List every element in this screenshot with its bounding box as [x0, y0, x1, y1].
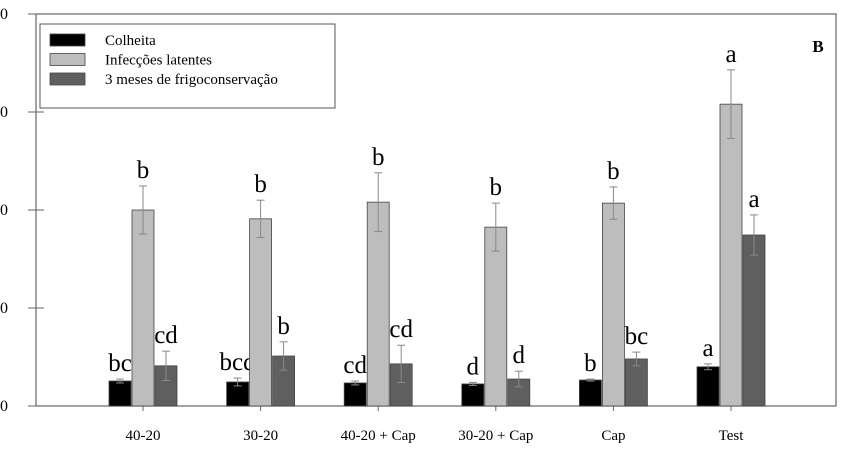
- x-tick-label: Cap: [601, 428, 625, 444]
- x-tick-label: Test: [719, 428, 745, 444]
- x-tick-label: 30-20 + Cap: [458, 428, 533, 444]
- significance-letter: d: [467, 353, 480, 380]
- significance-letter: b: [254, 171, 267, 198]
- significance-letter: cd: [343, 352, 367, 379]
- significance-letter: cd: [154, 322, 178, 349]
- x-tick-label: 40-20 + Cap: [341, 428, 416, 444]
- significance-letter: b: [490, 174, 503, 201]
- significance-letter: a: [702, 335, 713, 362]
- bar-30-20-cap-s1: [484, 226, 508, 407]
- bar-30-20-cap-s0: [461, 383, 485, 407]
- legend: Colheita Infecções latentes 3 meses de fri…: [39, 23, 336, 109]
- bar-test-s1: [719, 103, 743, 407]
- panel-label: B: [812, 37, 823, 56]
- legend-swatch-1: [49, 53, 86, 66]
- y-tick-label: 20: [0, 300, 8, 317]
- significance-letter: b: [607, 158, 620, 185]
- significance-letter: cd: [389, 316, 413, 343]
- x-tick-label: 30-20: [243, 428, 278, 444]
- significance-letter: b: [372, 144, 385, 171]
- bar-cap-s0: [579, 379, 602, 407]
- bar-30-20-s1: [249, 218, 273, 407]
- bar-40-20-cap-s1: [366, 201, 390, 407]
- significance-letter: a: [748, 186, 759, 213]
- bar-test-s0: [696, 366, 720, 407]
- bar-40-20-s0: [108, 380, 132, 407]
- y-tick-label: 80: [0, 6, 8, 23]
- legend-label-1: Infecções latentes: [105, 53, 212, 69]
- significance-letter: b: [584, 350, 597, 377]
- bar-test-s2: [742, 234, 766, 407]
- y-tick-label: 40: [0, 202, 8, 219]
- y-tick-label: 0: [0, 398, 8, 415]
- bar-40-20-cap-s0: [343, 382, 367, 407]
- significance-letter: b: [137, 157, 150, 184]
- significance-letter: bc: [625, 323, 649, 350]
- legend-box: [39, 23, 336, 109]
- axes: 0 20 40 60 80 40-20 30-20 40-20 + Cap 30-20 + Ca…: [0, 6, 837, 444]
- legend-label-2: 3 meses de frigoconservação: [105, 72, 278, 88]
- bar-40-20-s1: [131, 209, 155, 407]
- significance-letter: a: [725, 41, 736, 68]
- legend-swatch-0: [49, 33, 86, 47]
- x-tick-label: 40-20: [126, 428, 161, 444]
- significance-letter: bc: [108, 350, 132, 377]
- significance-letter: b: [277, 313, 290, 340]
- y-tick-label: 60: [0, 104, 8, 121]
- significance-letter: d: [513, 342, 526, 369]
- legend-swatch-2: [49, 72, 86, 86]
- bar-cap-s1: [602, 202, 625, 407]
- legend-label-0: Colheita: [105, 33, 156, 49]
